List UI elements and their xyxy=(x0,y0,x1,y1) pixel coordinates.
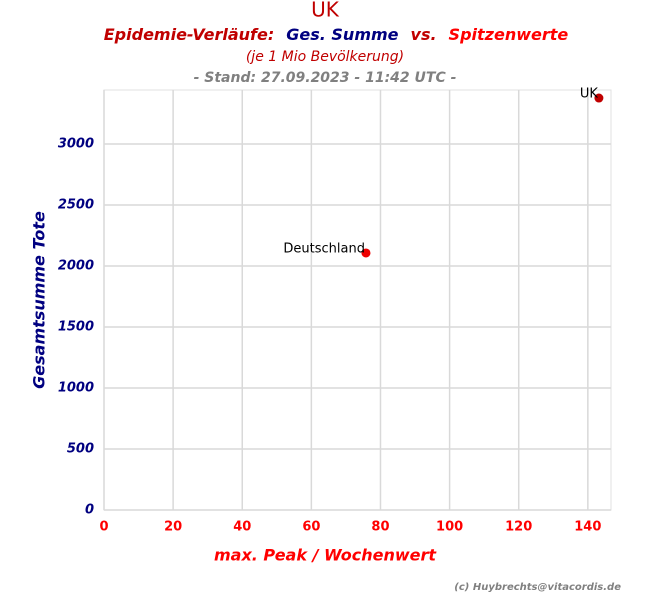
y-tick-label: 1500 xyxy=(58,320,94,335)
title-part: Ges. Summe xyxy=(286,25,398,44)
point-label: UK xyxy=(580,87,599,102)
chart-title: Epidemie-Verläufe: Ges. Summe vs. Spitzenwe… xyxy=(104,25,569,44)
x-tick-label: 140 xyxy=(574,520,601,535)
x-tick-label: 60 xyxy=(302,520,320,535)
x-tick-label: 80 xyxy=(371,520,389,535)
title-part: Epidemie-Verläufe: xyxy=(104,25,275,44)
x-tick-label: 100 xyxy=(436,520,463,535)
x-tick-label: 20 xyxy=(164,520,182,535)
chart-stand: - Stand: 27.09.2023 - 11:42 UTC - xyxy=(194,70,457,86)
plot-area xyxy=(103,89,612,511)
credit: (c) Huybrechts@vitacordis.de xyxy=(454,582,621,593)
y-tick-label: 3000 xyxy=(58,137,94,152)
y-tick-label: 2000 xyxy=(58,259,94,274)
point xyxy=(594,93,604,103)
y-tick-label: 1000 xyxy=(58,381,94,396)
point-label: Deutschland xyxy=(283,241,365,256)
chart-subtitle: (je 1 Mio Bevölkerung) xyxy=(246,49,404,65)
x-axis-label: max. Peak / Wochenwert xyxy=(214,546,437,565)
point xyxy=(361,248,371,258)
title-part: Spitzenwerte xyxy=(449,25,569,44)
y-tick-label: 2500 xyxy=(58,198,94,213)
y-axis-label: Gesamtsumme Tote xyxy=(30,211,49,389)
x-tick-label: 40 xyxy=(233,520,251,535)
title-part: vs. xyxy=(411,25,437,44)
chart-heading: UK xyxy=(311,0,340,22)
y-tick-label: 0 xyxy=(85,503,94,518)
x-tick-label: 0 xyxy=(99,520,108,535)
y-tick-label: 500 xyxy=(67,442,94,457)
x-tick-label: 120 xyxy=(505,520,532,535)
